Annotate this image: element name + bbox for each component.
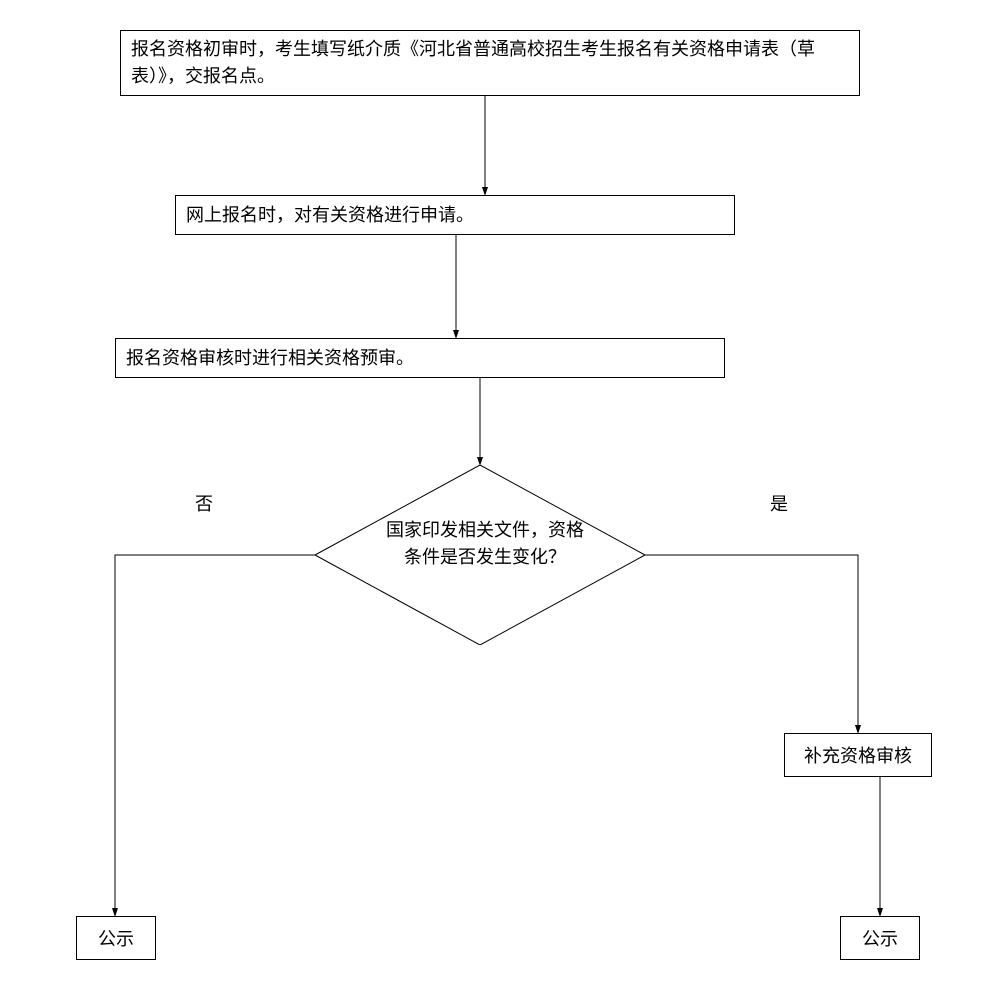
process-publicity-right: 公示 (840, 916, 920, 960)
process-publicity-right-text: 公示 (862, 925, 898, 951)
process-step-3: 报名资格审核时进行相关资格预审。 (115, 338, 725, 378)
process-step-2: 网上报名时，对有关资格进行申请。 (175, 195, 735, 235)
process-step-3-text: 报名资格审核时进行相关资格预审。 (126, 345, 414, 372)
process-step-1: 报名资格初审时，考生填写纸介质《河北省普通高校招生考生报名有关资格申请表（草表）… (120, 30, 860, 96)
process-step-1-text: 报名资格初审时，考生填写纸介质《河北省普通高校招生考生报名有关资格申请表（草表）… (131, 36, 849, 90)
decision-node: 国家印发相关文件，资格条件是否发生变化？ (315, 465, 645, 645)
process-supplementary-text: 补充资格审核 (804, 742, 912, 768)
edge-label-yes: 是 (770, 490, 788, 516)
process-step-2-text: 网上报名时，对有关资格进行申请。 (186, 202, 474, 229)
process-publicity-left-text: 公示 (98, 925, 134, 951)
process-publicity-left: 公示 (76, 916, 156, 960)
edge-label-no: 否 (195, 490, 213, 516)
decision-text: 国家印发相关文件，资格条件是否发生变化？ (385, 517, 585, 571)
process-supplementary: 补充资格审核 (784, 733, 932, 777)
